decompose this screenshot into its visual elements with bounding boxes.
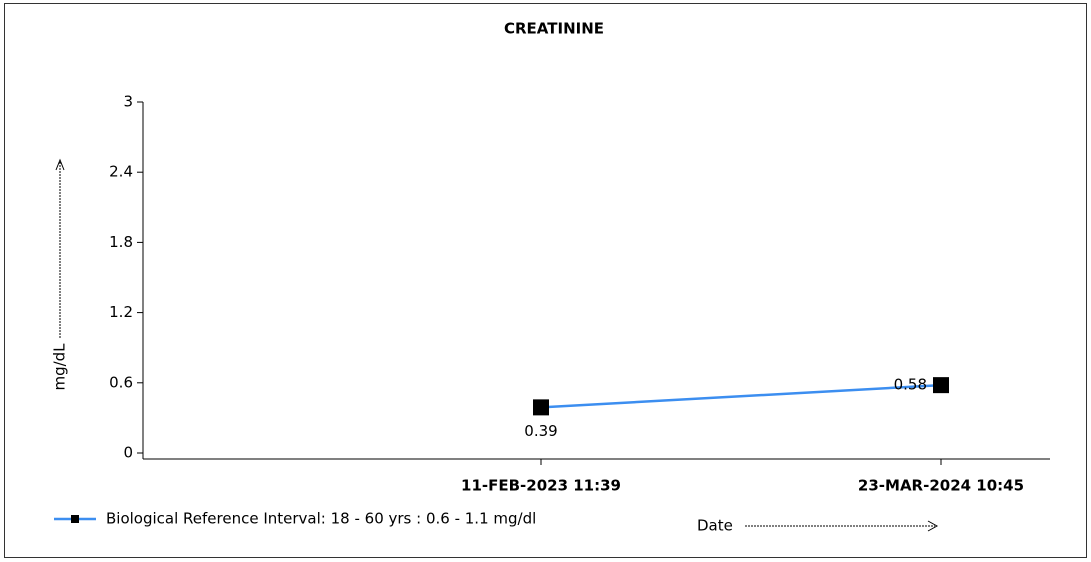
legend-marker [71, 515, 79, 523]
data-label: 0.39 [524, 422, 557, 440]
y-label: mg/dL [51, 343, 69, 391]
y-tick-label: 0 [123, 444, 133, 462]
x-tick-label: 23-MAR-2024 10:45 [858, 477, 1024, 495]
x-arrowhead [927, 520, 939, 532]
frame [4, 3, 1087, 558]
y-tick-label: 1.8 [109, 233, 133, 251]
x-label: Date [697, 517, 733, 535]
point [533, 399, 549, 416]
y-arrowhead [55, 158, 65, 171]
y-axis-title: mg/dL [51, 158, 69, 391]
y-tick-label: 3 [123, 93, 133, 111]
x-tick-label: 11-FEB-2023 11:39 [461, 477, 621, 495]
line [540, 383, 942, 409]
y-tick-label: 2.4 [109, 163, 133, 181]
legend-label: Biological Reference Interval: 18 - 60 y… [106, 510, 536, 528]
chart-title: CREATININE [504, 20, 604, 38]
x-axis-title: Date [697, 517, 939, 535]
y-tick-label: 1.2 [109, 303, 133, 321]
point [933, 377, 949, 394]
y-tick-label: 0.6 [109, 373, 133, 391]
data-label: 0.58 [894, 376, 927, 394]
